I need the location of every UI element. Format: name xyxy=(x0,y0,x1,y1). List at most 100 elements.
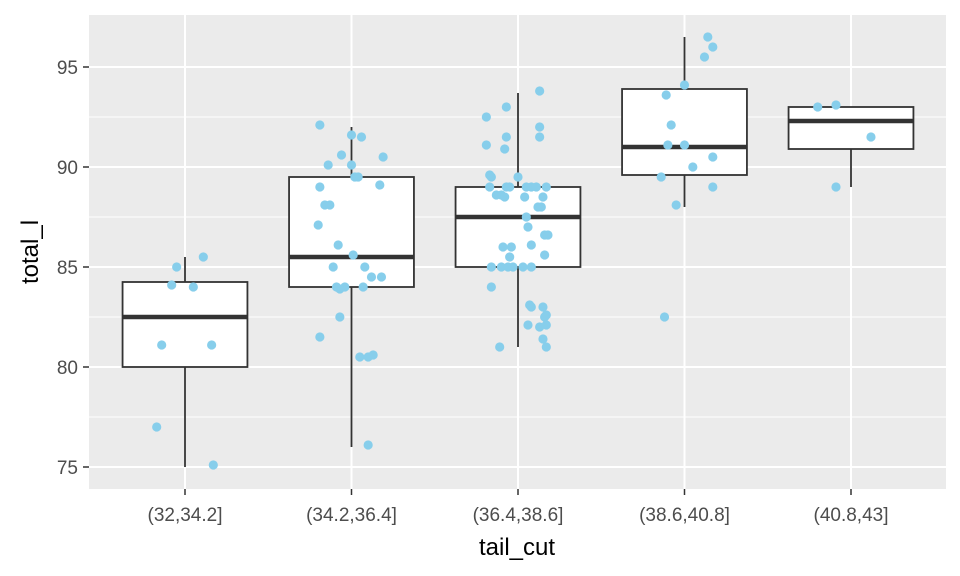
data-point xyxy=(335,284,345,294)
data-point xyxy=(505,252,515,262)
data-point xyxy=(523,320,533,330)
data-point xyxy=(538,302,548,312)
data-point xyxy=(368,350,378,360)
data-point xyxy=(506,242,516,252)
data-point xyxy=(360,262,370,272)
data-point xyxy=(866,132,876,142)
data-point xyxy=(521,212,531,222)
box-iqr xyxy=(121,281,249,368)
data-point xyxy=(315,120,325,130)
data-point xyxy=(167,280,177,290)
data-point xyxy=(346,130,357,140)
data-point xyxy=(538,192,548,202)
data-point xyxy=(708,42,718,52)
data-point xyxy=(496,262,506,272)
data-point xyxy=(523,222,533,232)
data-point xyxy=(355,352,365,362)
data-point xyxy=(535,122,545,132)
data-point xyxy=(376,272,387,282)
x-axis: (32,34.2] (34.2,36.4] (36.4,38.6] (38.6,40.… xyxy=(148,489,889,526)
data-point xyxy=(486,262,496,272)
data-point xyxy=(207,340,217,350)
data-point xyxy=(323,160,333,170)
data-point xyxy=(813,102,823,112)
data-point xyxy=(208,460,218,470)
data-point xyxy=(366,272,377,282)
box-iqr xyxy=(621,88,748,176)
y-tick-label: 75 xyxy=(57,458,78,479)
y-tick-label: 85 xyxy=(57,258,78,279)
box-iqr xyxy=(787,106,915,150)
data-point xyxy=(526,262,536,272)
data-point xyxy=(505,182,515,192)
box-2 xyxy=(288,127,415,447)
data-point xyxy=(157,340,167,350)
data-point xyxy=(348,250,358,260)
data-point xyxy=(495,342,505,352)
y-axis-title: total_l xyxy=(17,220,44,284)
data-point xyxy=(708,152,718,162)
data-point xyxy=(526,302,536,312)
data-point xyxy=(540,250,550,260)
box-iqr xyxy=(288,176,415,288)
data-point xyxy=(336,150,347,160)
data-point xyxy=(375,180,385,190)
data-point xyxy=(358,282,368,292)
data-point xyxy=(679,80,690,90)
data-point xyxy=(688,162,698,172)
data-point xyxy=(501,132,511,142)
x-tick-label: (38.6,40.8] xyxy=(639,505,730,526)
data-point xyxy=(356,132,367,142)
data-point xyxy=(535,86,545,96)
data-point xyxy=(531,182,541,192)
data-point xyxy=(486,282,496,292)
data-point xyxy=(518,262,528,272)
box-3 xyxy=(454,93,582,347)
data-point xyxy=(508,262,518,272)
data-point xyxy=(172,262,182,272)
box-1 xyxy=(121,257,249,467)
data-point xyxy=(500,144,510,154)
y-tick-label: 90 xyxy=(57,158,78,179)
data-point xyxy=(481,112,491,122)
x-axis-title: tail_cut xyxy=(479,534,555,561)
data-point xyxy=(831,182,841,192)
data-point xyxy=(363,440,373,450)
x-tick-label: (40.8,43] xyxy=(814,505,889,526)
data-point xyxy=(656,172,666,182)
y-axis: 75 80 85 90 95 xyxy=(57,58,89,479)
data-point xyxy=(679,140,690,150)
data-point xyxy=(520,192,530,202)
data-point xyxy=(661,90,671,100)
data-point xyxy=(335,312,345,322)
data-point xyxy=(346,160,357,170)
data-point xyxy=(333,240,343,250)
data-point xyxy=(543,230,553,240)
data-point xyxy=(540,312,550,322)
data-point xyxy=(541,320,551,330)
data-point xyxy=(541,342,551,352)
data-point xyxy=(378,152,388,162)
data-point xyxy=(485,182,495,192)
data-point xyxy=(315,332,325,342)
data-point xyxy=(313,220,323,230)
data-point xyxy=(188,282,198,292)
data-point xyxy=(481,140,491,150)
data-point xyxy=(663,140,673,150)
x-tick-label: (32,34.2] xyxy=(148,505,223,526)
box-5 xyxy=(787,106,915,187)
data-point xyxy=(699,52,710,62)
data-point xyxy=(498,242,508,252)
data-point xyxy=(538,334,548,344)
data-point xyxy=(526,240,536,250)
data-point xyxy=(708,182,718,192)
data-point xyxy=(536,202,546,212)
data-point xyxy=(315,182,325,192)
data-point xyxy=(541,182,551,192)
data-point xyxy=(513,172,523,182)
data-point xyxy=(152,422,162,432)
data-point xyxy=(703,32,713,42)
y-tick-label: 80 xyxy=(57,358,78,379)
data-point xyxy=(535,132,545,142)
